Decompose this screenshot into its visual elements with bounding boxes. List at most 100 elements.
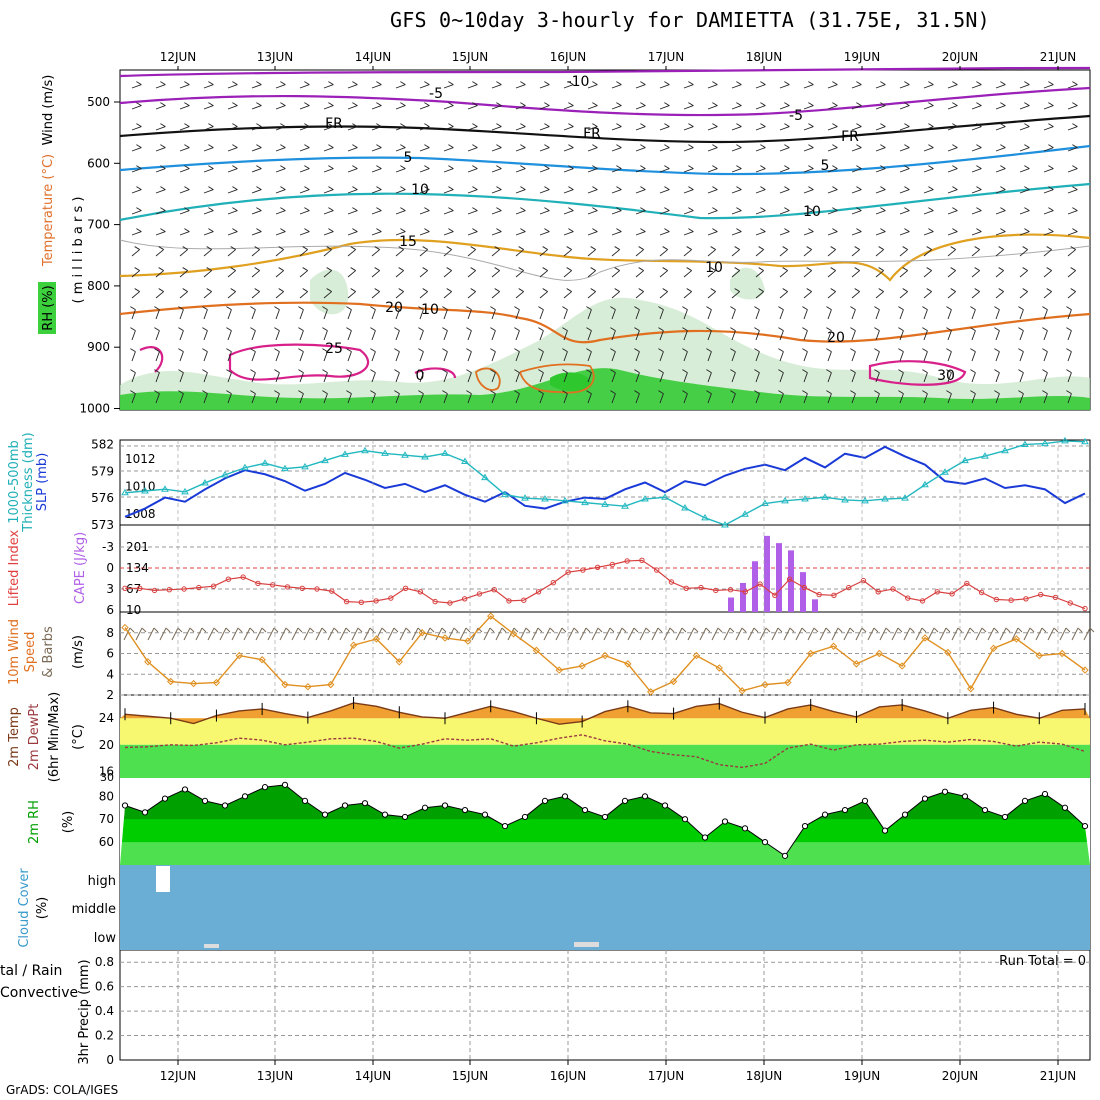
wind-barb-flag: [544, 102, 550, 106]
wind-barb: [443, 189, 454, 194]
wind-barb: [923, 270, 932, 278]
wind-barb: [539, 330, 544, 341]
wind-barb: [1043, 372, 1048, 383]
wind-barb-flag: [970, 369, 976, 373]
wind-barb-flag: [782, 288, 788, 292]
lifted-index-marker: [299, 585, 305, 591]
wind-barb: [227, 84, 238, 89]
cape-tick-label: 134: [126, 561, 149, 575]
rh-marker: [281, 781, 289, 788]
wind-barb: [635, 309, 640, 320]
wind-barb-flag: [136, 144, 142, 148]
wind-barb-flag: [376, 102, 382, 106]
wind10-barb: [615, 627, 623, 641]
wind-speed-marker: [167, 677, 175, 686]
wind-barb-flag: [610, 348, 616, 352]
wind-barb-flag: [400, 207, 406, 211]
wind-barb-flag: [712, 102, 718, 106]
wind-barb: [371, 147, 382, 152]
wind-barb: [203, 210, 214, 215]
dewpoint-line: [124, 734, 1086, 769]
wind-barb: [587, 291, 596, 299]
wind-barb-flag: [730, 369, 736, 373]
wind-barb: [299, 270, 308, 278]
pressure-tick-label: 900: [87, 340, 110, 354]
wind-barb-flag: [898, 327, 904, 331]
wind-barb: [563, 105, 574, 110]
pressure-tick-label: 600: [87, 156, 110, 170]
wind-barb: [419, 393, 424, 404]
wind-barb-flag: [520, 81, 526, 85]
wind-barb: [155, 168, 166, 173]
wind-barb-flag: [490, 306, 496, 310]
wind-barb-flag: [586, 369, 592, 373]
wind10-barb-flag: [189, 627, 195, 633]
wind-barb-flag: [974, 288, 980, 292]
lifted-index-marker: [329, 588, 335, 594]
lifted-index-marker: [521, 597, 527, 603]
wind-barb: [731, 126, 742, 131]
wind-barb: [899, 189, 910, 194]
wind-barb: [539, 249, 548, 257]
wind10-barb: [627, 627, 635, 641]
wind-barb: [491, 126, 502, 131]
wind-barb: [1043, 330, 1048, 341]
wind-barb-flag: [974, 246, 980, 250]
wind-barb: [779, 351, 784, 362]
wind-barb: [1019, 126, 1030, 131]
wind-barb: [827, 147, 838, 152]
wind-barb: [491, 231, 502, 236]
wind-barb-flag: [232, 81, 238, 85]
wind-barb: [1067, 330, 1072, 341]
slp-tick-label: 1012: [125, 452, 156, 466]
wind10-barb: [339, 627, 347, 641]
wind-barb: [995, 231, 1006, 236]
wind-barb: [875, 189, 886, 194]
wind-barb-flag: [856, 81, 862, 85]
temperature-contour: [119, 86, 1091, 117]
wind-barb: [827, 270, 836, 278]
wind10-barb: [315, 627, 323, 641]
wind-barb: [491, 351, 496, 362]
wind-barb-flag: [514, 369, 520, 373]
wind-barb-flag: [1046, 288, 1052, 292]
wind-barb-flag: [616, 123, 622, 127]
lifted-index-marker: [476, 591, 483, 597]
thickness-marker: [421, 453, 429, 460]
lifted-index-marker: [137, 585, 143, 591]
wind-barb-flag: [178, 327, 184, 331]
wind-tick-label: 6: [106, 647, 114, 661]
wind-barb-flag: [1000, 207, 1006, 211]
wind-barb-flag: [808, 81, 814, 85]
wind-barb: [611, 105, 622, 110]
wind-speed-marker: [578, 662, 586, 670]
wind-barb-flag: [736, 123, 742, 127]
wind-barb: [371, 84, 382, 89]
wind-barb: [875, 351, 880, 362]
thickness-marker: [361, 446, 369, 454]
wind-barb: [395, 393, 400, 404]
wind-barb-flag: [760, 165, 766, 169]
wind-barb: [1019, 249, 1028, 257]
wind-barb-flag: [184, 228, 190, 232]
wind-barb-flag: [658, 390, 664, 394]
wind-barb-flag: [256, 207, 262, 211]
wind-barb: [395, 126, 406, 131]
wind-barb-flag: [544, 207, 550, 211]
lifted-index-marker: [181, 586, 187, 592]
wind-barb-flag: [466, 390, 472, 394]
wind-barb: [683, 231, 694, 236]
wind-barb-flag: [974, 267, 980, 271]
wind-barb-flag: [754, 390, 760, 394]
rh-marker: [681, 816, 689, 823]
wind-barb: [851, 105, 862, 110]
wind10-barb: [711, 627, 719, 641]
wind-barb: [275, 249, 284, 257]
rh-marker: [1001, 813, 1009, 821]
wind-speed-marker: [395, 658, 403, 666]
rh-marker: [601, 813, 609, 821]
wind-barb-flag: [832, 123, 838, 127]
wind-barb: [875, 168, 886, 173]
wind-barb: [611, 126, 622, 131]
wind-barb-flag: [302, 288, 308, 292]
